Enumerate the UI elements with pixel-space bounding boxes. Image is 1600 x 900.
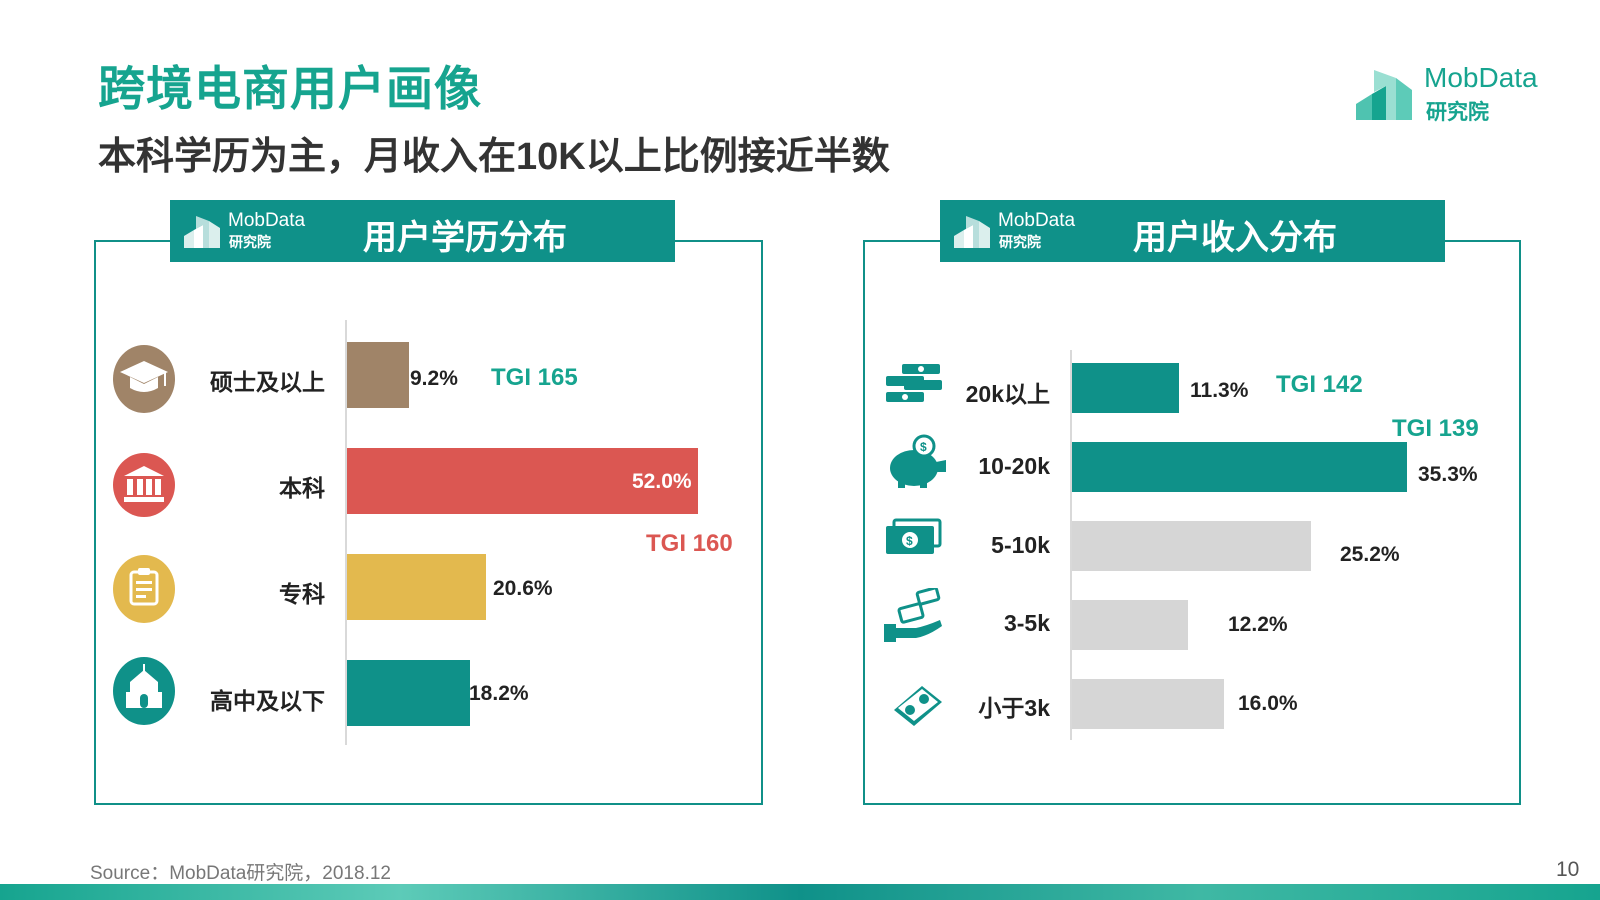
bar-5-10k [1072,521,1312,571]
page-number: 10 [1556,858,1580,881]
school-icon [113,657,175,725]
mobdata-header-logo-icon [184,216,220,248]
income-axis-line [1070,350,1072,740]
income-category-label: 5-10k [991,532,1050,558]
education-category-label: 高中及以下 [210,688,325,714]
education-value-label: 18.2% [469,682,529,705]
money-bundle-icon [894,686,942,726]
mobdata-logo-icon [1356,70,1412,120]
bar-高中及以下 [347,660,470,726]
bar-10-20k [1072,442,1408,492]
piggy-bank-icon: $ [890,434,946,488]
bar-20k以上 [1072,363,1180,413]
tgi-label: TGI 142 [1276,371,1363,398]
income-panel-header: MobData 研究院 用户收入分布 [940,200,1445,262]
income-value-label: 12.2% [1228,613,1288,636]
bar-硕士及以上 [347,342,410,408]
source-note: Source：MobData研究院，2018.12 [90,863,391,884]
income-category-label: 小于3k [978,695,1050,721]
education-axis-line [345,320,347,745]
graduation-cap-icon [113,345,175,413]
header-logo-text: MobData [998,210,1076,231]
header-logo-subtext: 研究院 [229,234,271,250]
logo-brand-text: MobData [1424,62,1538,93]
income-chart-title: 用户收入分布 [1133,219,1337,257]
svg-text:$: $ [920,440,927,454]
income-category-label: 10-20k [978,453,1050,479]
income-category-label: 3-5k [1003,610,1050,636]
tgi-label: TGI 160 [646,530,733,557]
bar-小于3k [1072,679,1224,729]
footer-stripe [0,884,1600,900]
page-subtitle: 本科学历为主，月收入在10K以上比例接近半数 [98,136,890,178]
bank-icon [113,453,175,517]
svg-text:$: $ [906,534,913,548]
education-value-label: 9.2% [410,367,458,390]
clipboard-icon [113,555,175,623]
income-value-label: 35.3% [1418,463,1478,486]
income-value-label: 11.3% [1190,379,1249,402]
header-logo-text: MobData [228,210,306,231]
hand-money-icon [884,588,942,642]
income-value-label: 16.0% [1238,692,1298,715]
banknotes-icon: $ [886,518,942,554]
education-category-label: 专科 [279,581,325,607]
education-value-label: 20.6% [493,577,553,600]
education-panel-header: MobData 研究院 用户学历分布 [170,200,675,262]
education-chart-title: 用户学历分布 [363,219,567,257]
tgi-label: TGI 139 [1392,415,1479,442]
income-category-label: 20k以上 [965,381,1050,407]
education-value-label: 52.0% [632,470,692,493]
bar-3-5k [1072,600,1188,650]
tgi-label: TGI 165 [491,364,578,391]
bar-专科 [347,554,487,620]
bar-本科 [347,448,698,514]
logo-sub-text: 研究院 [1426,101,1489,124]
education-category-label: 本科 [279,475,325,501]
education-category-label: 硕士及以上 [210,369,325,395]
page-title: 跨境电商用户画像 [98,62,482,115]
header-logo-subtext: 研究院 [999,234,1041,250]
income-value-label: 25.2% [1340,543,1400,566]
cash-stack-icon [886,364,942,402]
mobdata-header-logo-icon [954,216,990,248]
